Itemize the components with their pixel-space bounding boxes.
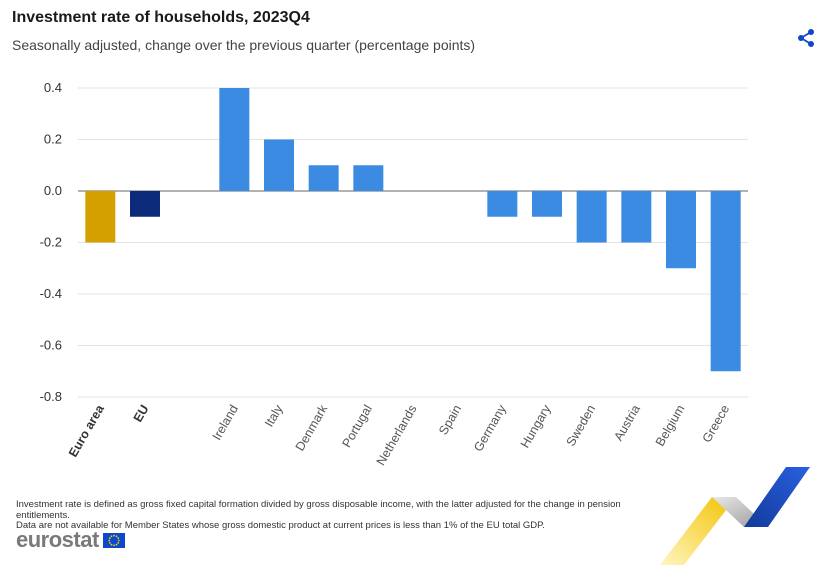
x-tick-label: Netherlands [374, 403, 420, 468]
bar-sweden[interactable] [576, 191, 607, 243]
x-axis-labels: Euro area EU Ireland Italy Denmark PortugalNe… [66, 402, 732, 468]
footnotes: Investment rate is defined as gross fixe… [16, 499, 656, 532]
x-tick-label: Portugal [340, 403, 375, 450]
bar-austria[interactable] [621, 191, 652, 243]
bar-greece[interactable] [710, 191, 741, 372]
bar-portugal[interactable] [353, 165, 384, 191]
decorative-chevron-graphic [660, 467, 810, 565]
x-tick-label: EU [131, 403, 152, 425]
x-tick-label: Austria [611, 402, 643, 443]
bar-chart: 0.4 0.2 0.0 -0.2 -0.4 -0.6 -0.8 Euro area EU Ire… [40, 80, 748, 468]
chart-subtitle: Seasonally adjusted, change over the pre… [12, 37, 476, 53]
x-tick-label: Italy [262, 402, 286, 430]
bar-denmark[interactable] [308, 165, 339, 191]
x-tick-label: Greece [700, 402, 733, 445]
bars [85, 88, 741, 372]
bar-euro-area[interactable] [85, 191, 116, 243]
x-tick-label: Denmark [293, 402, 331, 454]
bar-ireland[interactable] [219, 88, 250, 191]
y-tick-label: -0.6 [40, 338, 62, 353]
bar-italy[interactable] [264, 139, 294, 192]
eu-flag-icon [102, 532, 125, 548]
x-tick-label: Sweden [564, 402, 599, 448]
logo-text: eurostat [16, 527, 99, 552]
y-tick-label: 0.0 [44, 183, 62, 198]
y-tick-label: -0.8 [40, 389, 62, 404]
x-tick-label: Hungary [518, 402, 554, 451]
footnote-1: Investment rate is defined as gross fixe… [16, 499, 621, 521]
bar-eu[interactable] [130, 191, 160, 217]
y-tick-label: -0.4 [40, 286, 62, 301]
x-tick-label: Belgium [653, 403, 688, 449]
bar-germany[interactable] [487, 191, 518, 217]
x-tick-label: Spain [436, 402, 464, 437]
bar-hungary[interactable] [532, 191, 562, 217]
footnote-2: Data are not available for Member States… [16, 520, 545, 531]
x-tick-label: Germany [471, 402, 509, 454]
y-axis-ticks: 0.4 0.2 0.0 -0.2 -0.4 -0.6 -0.8 [40, 80, 62, 404]
x-tick-label: Ireland [210, 402, 241, 442]
y-tick-label: 0.2 [44, 132, 62, 147]
share-icon[interactable] [796, 28, 816, 48]
y-tick-label: -0.2 [40, 235, 62, 250]
chart-title: Investment rate of households, 2023Q4 [12, 9, 310, 26]
eurostat-logo: eurostat [16, 527, 125, 552]
x-tick-label: Euro area [66, 402, 107, 460]
bar-belgium[interactable] [666, 191, 696, 269]
y-tick-label: 0.4 [44, 80, 62, 95]
